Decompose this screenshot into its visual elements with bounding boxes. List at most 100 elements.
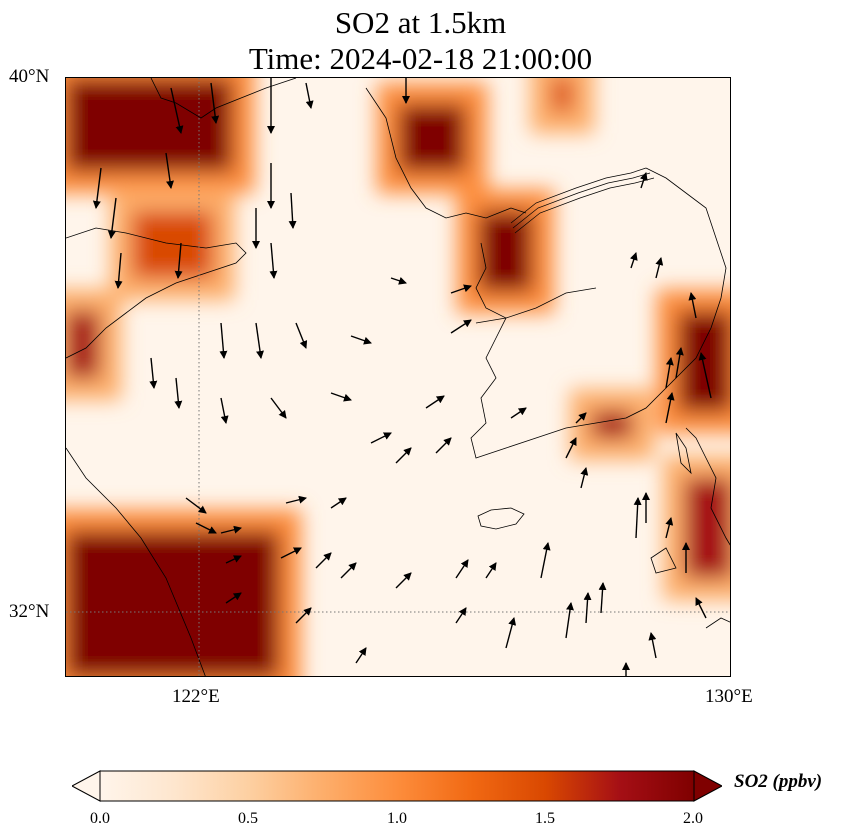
wind-vector	[633, 497, 642, 539]
wind-vector	[565, 437, 577, 459]
wind-vector	[540, 542, 551, 579]
wind-vector	[450, 319, 472, 334]
wind-vector	[340, 562, 357, 579]
so2-high-region	[132, 211, 213, 278]
wind-vector	[675, 347, 684, 379]
wind-vector	[695, 597, 707, 619]
colorbar-tick-3: 1.5	[535, 810, 555, 827]
wind-vector	[510, 407, 527, 419]
wind-vector	[455, 559, 469, 579]
wind-vector	[350, 335, 372, 345]
wind-vector	[698, 352, 712, 399]
so2-high-region	[66, 531, 280, 676]
wind-vector	[185, 497, 207, 514]
colorbar-extend-min	[72, 770, 101, 802]
wind-vector	[688, 292, 697, 319]
wind-vector	[107, 197, 117, 239]
colorbar-title: SO2 (ppbv)	[734, 771, 823, 792]
wind-vector	[269, 242, 278, 279]
wind-vector	[220, 397, 229, 424]
coastline-korea-west	[470, 167, 727, 459]
wind-vector	[165, 152, 174, 189]
wind-vector	[565, 602, 574, 639]
wind-vector	[390, 276, 407, 285]
title-line-2: Time: 2024-02-18 21:00:00	[248, 41, 593, 76]
so2-high-region	[478, 211, 533, 292]
colorbar-tick-1: 0.5	[238, 810, 258, 827]
wind-vector	[225, 592, 242, 604]
wind-vector	[195, 522, 217, 534]
wind-vector	[655, 257, 664, 279]
so2-high-region	[66, 78, 233, 172]
wind-vector	[629, 252, 638, 269]
wind-vector	[505, 617, 517, 649]
wind-vector	[220, 525, 242, 534]
wind-vector	[170, 87, 184, 134]
wind-vector	[295, 607, 312, 624]
wind-vector	[174, 377, 183, 409]
wind-vector	[225, 555, 242, 564]
colorbar-body	[99, 770, 695, 802]
wind-vector	[285, 495, 307, 504]
coastline-kyushu	[685, 427, 730, 546]
wind-vector	[295, 322, 308, 349]
border-dmz	[475, 287, 597, 324]
so2-high-region	[685, 478, 730, 578]
wind-vector	[92, 167, 102, 209]
lat-label-40: 40°N	[9, 66, 50, 87]
wind-vector	[580, 467, 589, 489]
wind-vector	[219, 322, 228, 359]
wind-vector	[255, 322, 264, 359]
wind-vector	[598, 582, 607, 614]
so2-high-region	[399, 104, 466, 172]
wind-vector	[288, 192, 297, 229]
so2-heatmap	[66, 78, 730, 676]
colorbar-extend-max	[693, 770, 722, 802]
colorbar	[72, 770, 722, 802]
title-line-1: SO2 at 1.5km	[334, 5, 507, 40]
coastline-bohai	[150, 78, 297, 119]
wind-vector	[583, 592, 592, 624]
wind-vector	[280, 547, 302, 559]
wind-vector	[665, 517, 674, 539]
border-nk-china	[510, 167, 647, 224]
wind-vector	[210, 82, 220, 124]
colorbar-tick-4: 2.0	[683, 810, 703, 827]
wind-vector	[665, 357, 674, 389]
so2-high-region	[552, 78, 573, 112]
wind-vector	[330, 497, 347, 509]
wind-vector	[450, 284, 472, 294]
wind-vector	[174, 242, 183, 279]
colorbar-tick-2: 1.0	[387, 810, 407, 827]
wind-vector	[330, 392, 352, 402]
lon-label-130: 130°E	[705, 686, 753, 707]
lon-label-122: 122°E	[172, 686, 220, 707]
wind-vector	[149, 357, 158, 389]
wind-vector	[315, 552, 332, 569]
wind-vector	[435, 437, 452, 454]
wind-vector	[395, 447, 412, 464]
wind-vector	[648, 632, 657, 659]
so2-high-region	[592, 411, 633, 438]
wind-vector	[455, 607, 467, 624]
wind-vector	[355, 647, 367, 664]
coastline-china-south	[66, 447, 206, 676]
so2-high-region	[66, 311, 100, 378]
wind-vector	[395, 572, 412, 589]
wind-vector	[575, 412, 587, 424]
wind-vector	[485, 562, 497, 579]
colorbar-tick-0: 0.0	[90, 810, 110, 827]
map-panel	[65, 77, 731, 677]
coastline-shandong	[66, 227, 247, 359]
wind-vector	[665, 392, 675, 424]
wind-vector	[114, 252, 123, 289]
coastline-liaodong	[365, 87, 527, 219]
wind-vector	[270, 397, 287, 419]
wind-vector	[425, 395, 445, 409]
so2-high-region	[678, 311, 730, 412]
wind-vector	[370, 432, 392, 444]
wind-vector	[639, 172, 648, 189]
wind-vector	[305, 82, 314, 109]
lat-label-32: 32°N	[9, 601, 50, 622]
island-jeju	[477, 507, 525, 530]
